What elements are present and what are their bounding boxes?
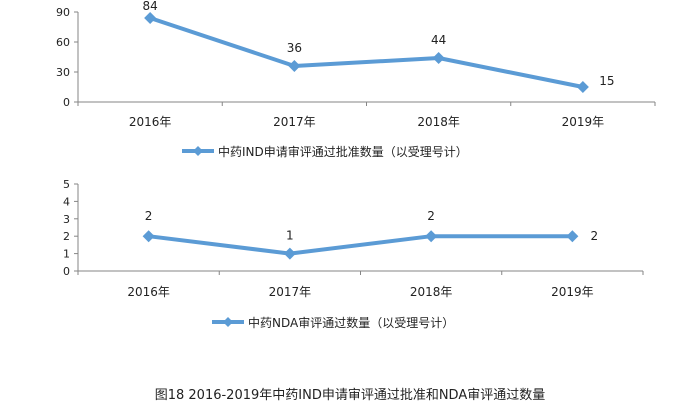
y-tick-label: 0 xyxy=(63,265,70,278)
figure-caption: 图18 2016-2019年中药IND申请审评通过批准和NDA审评通过数量 xyxy=(154,388,546,403)
y-tick-label: 60 xyxy=(56,36,70,49)
y-tick-label: 2 xyxy=(63,230,70,243)
data-point xyxy=(142,230,155,243)
data-point xyxy=(283,247,296,260)
y-tick-label: 90 xyxy=(56,6,70,19)
x-tick-label: 2017年 xyxy=(273,115,316,129)
legend-marker xyxy=(193,146,203,156)
x-tick-label: 2018年 xyxy=(410,285,453,299)
data-point xyxy=(566,230,579,243)
data-label: 2 xyxy=(591,229,599,243)
data-label: 36 xyxy=(287,41,302,55)
data-label: 2 xyxy=(145,209,153,223)
data-label: 1 xyxy=(286,229,294,243)
series-line xyxy=(149,16,584,89)
x-tick-label: 2017年 xyxy=(269,285,312,299)
x-tick-label: 2016年 xyxy=(129,115,172,129)
data-label: 15 xyxy=(599,74,614,88)
legend-label: 中药NDA审评通过数量（以受理号计） xyxy=(248,315,454,330)
y-tick-label: 5 xyxy=(63,178,70,191)
y-tick-label: 1 xyxy=(63,248,70,261)
data-point xyxy=(576,81,589,93)
data-label: 44 xyxy=(431,33,446,47)
legend-label: 中药IND申请审评通过批准数量（以受理号计） xyxy=(218,144,468,159)
data-point xyxy=(432,52,445,64)
data-label: 2 xyxy=(427,209,435,223)
data-point xyxy=(425,230,438,243)
x-tick-label: 2019年 xyxy=(562,115,605,129)
y-tick-label: 0 xyxy=(63,96,70,109)
legend-marker xyxy=(223,317,233,327)
y-tick-label: 4 xyxy=(63,195,70,208)
y-tick-label: 30 xyxy=(56,66,70,79)
ind-approval-chart: 0 30 60 90 2016年 2017年 2018年 2019年 84 36 44 15 中药IND… xyxy=(56,0,656,159)
x-tick-label: 2018年 xyxy=(417,115,460,129)
series-line xyxy=(148,234,573,256)
x-tick-label: 2016年 xyxy=(127,285,170,299)
data-label: 84 xyxy=(142,0,157,13)
x-tick-label: 2019年 xyxy=(551,285,594,299)
data-point xyxy=(288,60,301,72)
y-tick-label: 3 xyxy=(63,213,70,226)
data-point xyxy=(144,12,157,24)
nda-approval-chart: 0 1 2 3 4 5 2016年 2017年 2018年 2019年 2 1 2 2 中药NDA审评通过数… xyxy=(63,178,644,330)
